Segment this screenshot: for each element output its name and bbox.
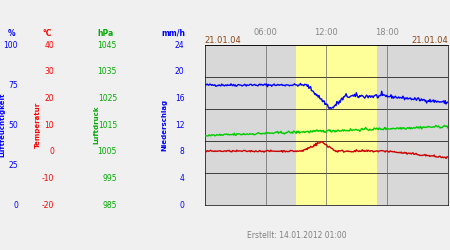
Text: 0: 0 <box>180 200 184 209</box>
Text: 30: 30 <box>44 67 54 76</box>
Text: 0: 0 <box>49 147 54 156</box>
Text: 100: 100 <box>4 40 18 50</box>
Text: 995: 995 <box>103 174 117 183</box>
Text: 1035: 1035 <box>98 67 117 76</box>
Text: 0: 0 <box>13 200 18 209</box>
Text: 25: 25 <box>9 160 18 170</box>
Text: 75: 75 <box>8 80 18 90</box>
Bar <box>296 45 377 205</box>
Text: mm/h: mm/h <box>161 28 185 38</box>
Bar <box>377 45 448 205</box>
Text: 20: 20 <box>45 94 54 103</box>
Text: 1005: 1005 <box>98 147 117 156</box>
Text: -20: -20 <box>41 200 54 209</box>
Text: 40: 40 <box>44 40 54 50</box>
Text: 24: 24 <box>175 40 184 50</box>
Text: 985: 985 <box>103 200 117 209</box>
Text: 1045: 1045 <box>98 40 117 50</box>
Text: Luftfeuchtigkeit: Luftfeuchtigkeit <box>0 93 5 157</box>
Text: 50: 50 <box>8 120 18 130</box>
Text: 21.01.04: 21.01.04 <box>411 36 448 45</box>
Text: 21.01.04: 21.01.04 <box>205 36 242 45</box>
Text: 10: 10 <box>45 120 54 130</box>
Text: 8: 8 <box>180 147 184 156</box>
Text: 1015: 1015 <box>98 120 117 130</box>
Text: Temperatur: Temperatur <box>35 102 41 148</box>
Text: 1025: 1025 <box>98 94 117 103</box>
Text: Luftdruck: Luftdruck <box>94 106 100 144</box>
Text: 20: 20 <box>175 67 184 76</box>
Text: Niederschlag: Niederschlag <box>161 99 167 151</box>
Text: %: % <box>8 28 15 38</box>
Text: 16: 16 <box>175 94 184 103</box>
Text: hPa: hPa <box>98 28 114 38</box>
Text: Erstellt: 14.01.2012 01:00: Erstellt: 14.01.2012 01:00 <box>248 231 347 240</box>
Text: 4: 4 <box>180 174 184 183</box>
Text: -10: -10 <box>41 174 54 183</box>
Bar <box>205 45 296 205</box>
Text: °C: °C <box>43 28 52 38</box>
Text: 12: 12 <box>175 120 184 130</box>
